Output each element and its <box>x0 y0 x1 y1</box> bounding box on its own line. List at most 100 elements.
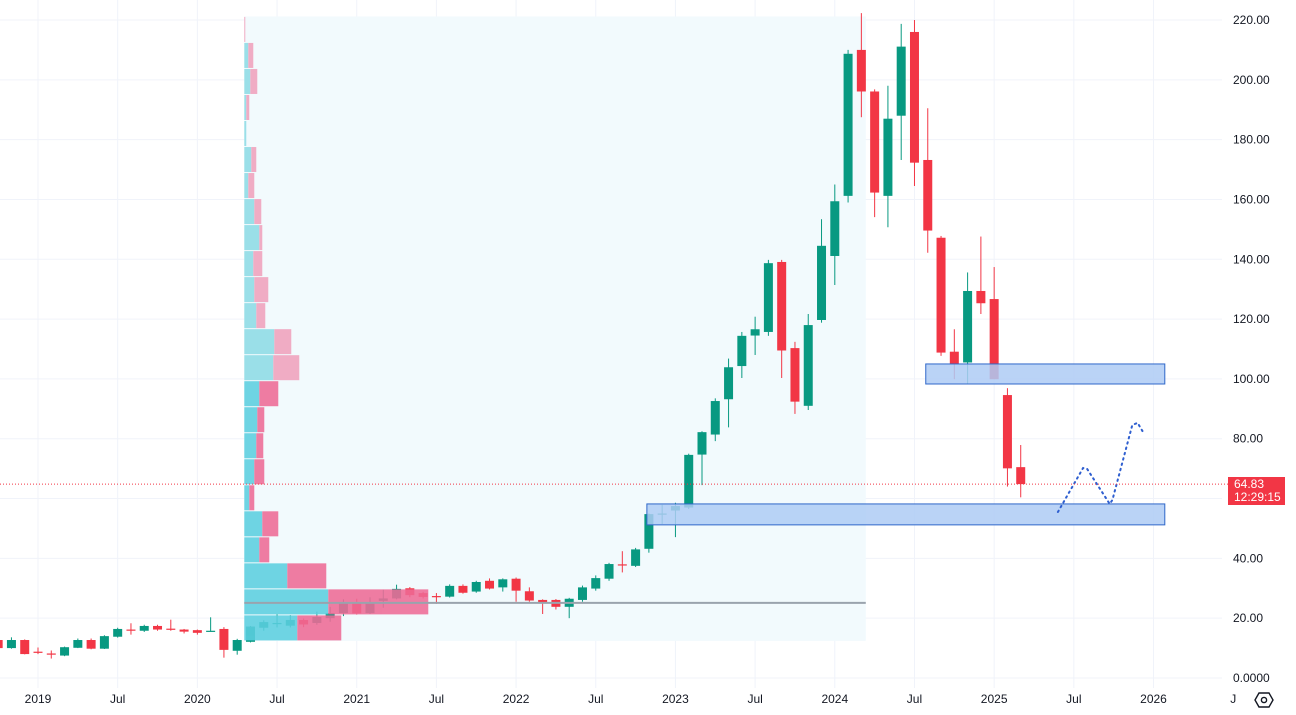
candle-down[interactable] <box>524 587 534 602</box>
candle-up[interactable] <box>750 316 760 355</box>
y-tick-label: 80.00 <box>1233 432 1263 446</box>
candle-up[interactable] <box>737 331 747 379</box>
candle-down[interactable] <box>20 639 30 655</box>
x-tick-label: 2021 <box>343 692 370 706</box>
candle-up[interactable] <box>99 635 109 649</box>
candle-up[interactable] <box>803 314 813 411</box>
candle-body <box>577 587 587 600</box>
profile-down-volume-bar <box>287 563 327 589</box>
candle-up[interactable] <box>631 547 641 568</box>
profile-up-volume-bar <box>244 251 254 277</box>
candle-body <box>0 640 3 649</box>
candle-up[interactable] <box>113 627 123 638</box>
candle-down[interactable] <box>777 259 787 379</box>
candle-down[interactable] <box>166 619 176 631</box>
candle-down[interactable] <box>219 627 229 658</box>
candles <box>0 13 1026 659</box>
candle-down[interactable] <box>511 577 521 602</box>
candle-up[interactable] <box>724 358 734 428</box>
candle-body <box>458 585 468 593</box>
candle-up[interactable] <box>883 85 893 228</box>
candle-down[interactable] <box>856 13 866 118</box>
profile-up-volume-bar <box>244 511 263 537</box>
candle-body <box>219 628 229 650</box>
candle-down[interactable] <box>153 624 163 631</box>
candle-up[interactable] <box>6 637 16 649</box>
candle-body <box>431 596 441 598</box>
candle-up[interactable] <box>710 398 720 442</box>
y-tick-label: 180.00 <box>1233 133 1270 147</box>
x-tick-label: 2019 <box>25 692 52 706</box>
candle-body <box>153 625 163 630</box>
candle-up[interactable] <box>471 580 481 593</box>
candle-down[interactable] <box>923 108 933 253</box>
candle-down[interactable] <box>936 235 946 356</box>
candle-down[interactable] <box>0 638 3 650</box>
x-tick-label: 2020 <box>184 692 211 706</box>
candle-up[interactable] <box>60 646 70 657</box>
support-zone-rectangle[interactable] <box>646 503 1166 526</box>
candle-body <box>1016 467 1026 485</box>
x-tick-label: Jul <box>588 692 603 706</box>
x-tick-label: Jul <box>747 692 762 706</box>
candle-up[interactable] <box>843 49 853 203</box>
candle-up[interactable] <box>684 453 694 510</box>
candle-down[interactable] <box>909 20 919 186</box>
candle-up[interactable] <box>232 638 242 655</box>
y-tick-label: 140.00 <box>1233 252 1270 266</box>
candle-body <box>591 578 601 589</box>
candle-down[interactable] <box>126 623 136 635</box>
candle-body <box>923 159 933 231</box>
candle-body <box>989 299 999 380</box>
candle-up[interactable] <box>73 638 83 649</box>
candle-up[interactable] <box>139 624 149 632</box>
candle-up[interactable] <box>591 575 601 591</box>
forecast-path-drawing[interactable] <box>1056 421 1144 513</box>
candle-down[interactable] <box>86 638 96 650</box>
candle-down[interactable] <box>179 628 189 634</box>
support-zone-rectangle[interactable] <box>925 363 1166 385</box>
candle-up[interactable] <box>817 219 827 323</box>
x-tick-label: 2024 <box>821 692 848 706</box>
profile-down-volume-bar <box>259 537 270 563</box>
candle-body <box>777 261 787 351</box>
x-tick-label: 2023 <box>662 692 689 706</box>
candle-down[interactable] <box>46 650 56 659</box>
candle-down[interactable] <box>989 267 999 380</box>
candle-up[interactable] <box>896 23 906 160</box>
profile-down-volume-bar <box>251 147 257 173</box>
candle-down[interactable] <box>485 578 495 590</box>
candle-down[interactable] <box>1016 445 1026 498</box>
candle-body <box>20 640 30 655</box>
y-tick-label: 220.00 <box>1233 13 1270 27</box>
candle-body <box>166 628 176 630</box>
candle-body <box>803 325 813 406</box>
settings-gear-icon[interactable] <box>1254 690 1274 710</box>
candle-down[interactable] <box>192 629 202 635</box>
candle-up[interactable] <box>830 184 840 285</box>
volume-profile-histogram[interactable] <box>244 16 429 641</box>
candle-up[interactable] <box>206 617 216 632</box>
candle-up[interactable] <box>697 431 707 486</box>
profile-up-volume-bar <box>244 563 288 589</box>
candle-down[interactable] <box>33 647 43 655</box>
candle-down[interactable] <box>976 236 986 315</box>
candle-up[interactable] <box>763 259 773 336</box>
candle-down[interactable] <box>458 584 468 594</box>
profile-up-volume-bar <box>244 485 250 511</box>
candle-down[interactable] <box>617 551 627 573</box>
candle-down[interactable] <box>538 599 548 614</box>
candle-down[interactable] <box>790 341 800 414</box>
candle-up[interactable] <box>498 578 508 592</box>
candle-body <box>206 630 216 632</box>
profile-up-volume-bar <box>244 173 249 199</box>
plot-area[interactable] <box>0 0 1233 688</box>
candle-body <box>471 581 481 592</box>
x-tick-label: J <box>1230 692 1236 706</box>
candle-down[interactable] <box>870 89 880 218</box>
candle-up[interactable] <box>604 562 614 581</box>
candle-up[interactable] <box>445 584 455 598</box>
candle-up[interactable] <box>577 585 587 602</box>
candle-down[interactable] <box>1002 388 1012 487</box>
